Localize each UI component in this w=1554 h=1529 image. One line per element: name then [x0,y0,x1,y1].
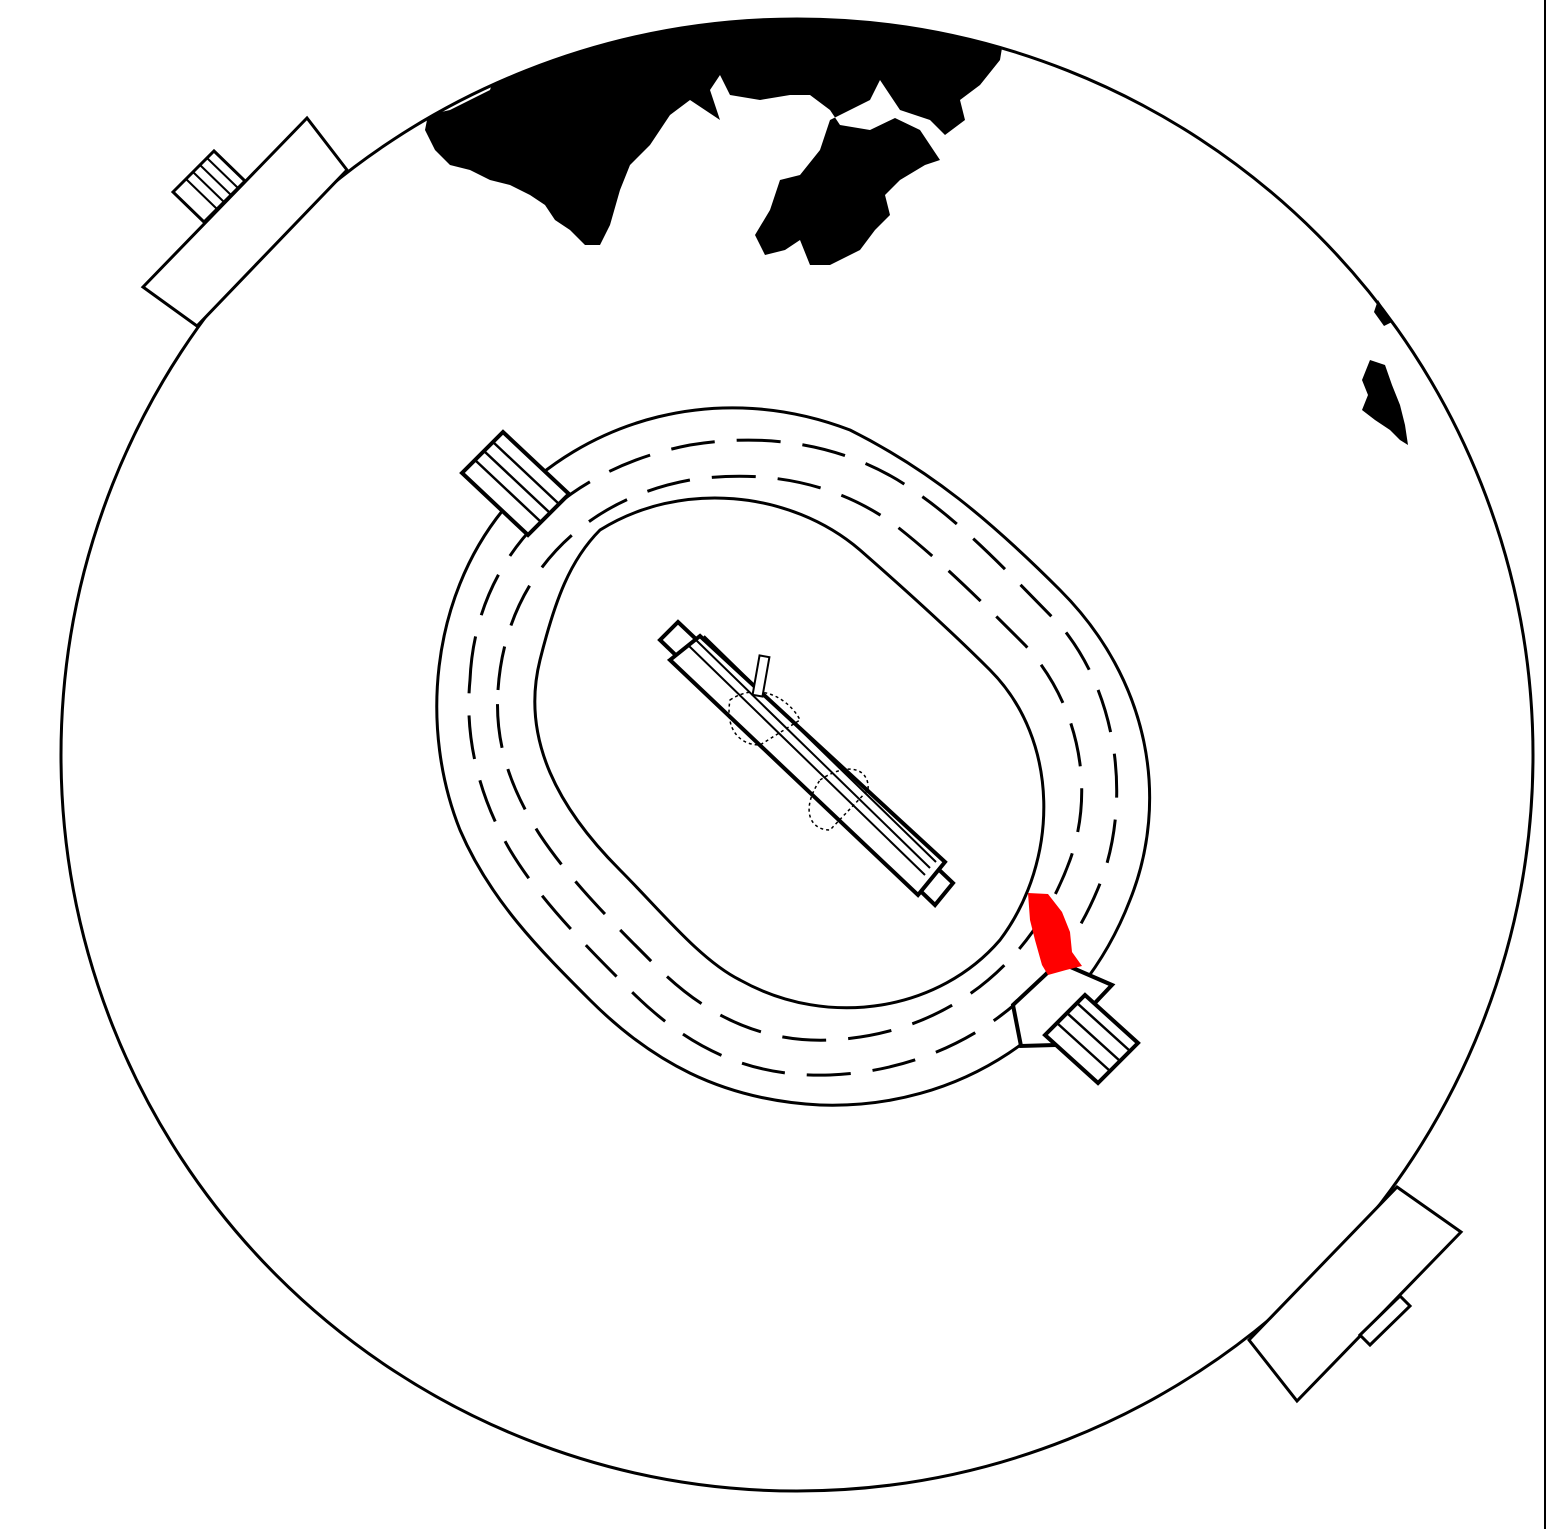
sightscreen-bottom-right [1010,959,1141,1086]
pitch-strip [657,619,956,908]
scoreboard-bottom-right [1247,1185,1464,1404]
sightscreen-top-left [459,429,572,538]
foliage-top [420,19,1010,265]
foliage-right [1362,300,1408,445]
scoreboard-top-left [140,115,349,328]
dashed-track [467,438,1119,1077]
boundary-circle [59,17,1535,1493]
highlight-marker [1028,893,1082,975]
right-edge-rule [1544,0,1546,1529]
inner-circle-inner [533,496,1046,1010]
